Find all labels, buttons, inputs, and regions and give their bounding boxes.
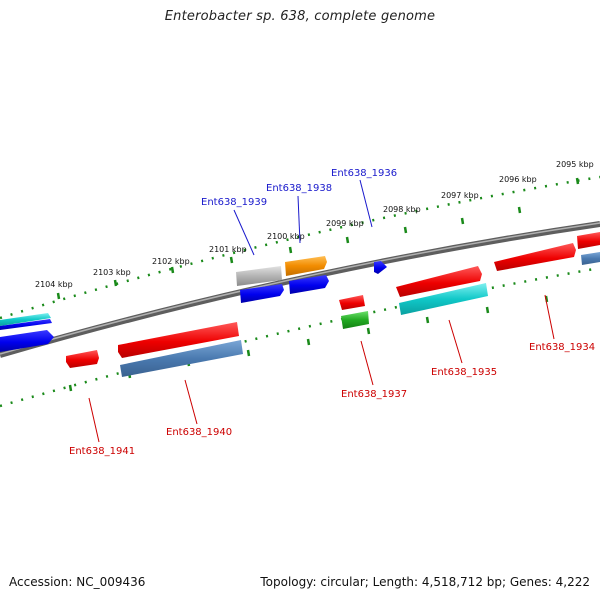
tick-label: 2103 kbp — [93, 268, 131, 277]
gene-feature-gray[interactable] — [236, 266, 282, 286]
gene-labels-top: Ent638_1939 Ent638_1938 Ent638_1936 — [201, 168, 397, 208]
ruler-outer — [0, 175, 600, 320]
gene-feature-blue[interactable] — [374, 261, 387, 274]
gene-label[interactable]: Ent638_1938 — [266, 183, 332, 194]
gene-feature-cyan[interactable] — [0, 313, 51, 326]
gene-feature-steelblue[interactable] — [120, 340, 243, 377]
gene-label[interactable]: Ent638_1941 — [69, 446, 135, 457]
tick-label: 2102 kbp — [152, 257, 190, 266]
gene-feature-blue[interactable] — [240, 284, 284, 303]
gene-label[interactable]: Ent638_1936 — [331, 168, 397, 179]
tick-label: 2097 kbp — [441, 191, 479, 200]
leader-lines-top — [233, 179, 373, 256]
gene-feature-red[interactable] — [66, 350, 99, 368]
ruler-major-ticks — [56, 177, 580, 300]
gene-feature-red[interactable] — [577, 232, 600, 249]
gene-labels-bottom: Ent638_1941 Ent638_1940 Ent638_1937 Ent6… — [69, 342, 595, 457]
gene-feature-blue[interactable] — [0, 319, 52, 330]
tick-label: 2096 kbp — [499, 175, 537, 184]
tick-label: 2095 kbp — [556, 160, 594, 169]
gene-feature-red[interactable] — [339, 295, 365, 310]
gene-label[interactable]: Ent638_1935 — [431, 367, 497, 378]
gene-feature-steelblue[interactable] — [581, 252, 600, 265]
accession-label: Accession: NC_009436 — [9, 575, 146, 589]
tick-label: 2098 kbp — [383, 205, 421, 214]
gene-feature-cyan[interactable] — [399, 283, 488, 315]
ruler-tick-labels: 2104 kbp 2103 kbp 2102 kbp 2101 kbp 2100… — [35, 160, 594, 289]
genome-summary: Topology: circular; Length: 4,518,712 bp… — [260, 575, 590, 589]
gene-feature-blue[interactable] — [0, 330, 54, 352]
gene-label[interactable]: Ent638_1940 — [166, 427, 232, 438]
gene-feature-blue[interactable] — [289, 275, 329, 294]
gene-label[interactable]: Ent638_1934 — [529, 342, 595, 353]
gene-label[interactable]: Ent638_1937 — [341, 389, 407, 400]
gene-feature-red[interactable] — [396, 266, 482, 297]
genome-title: Enterobacter sp. 638, complete genome — [164, 9, 436, 24]
gene-feature-green[interactable] — [341, 311, 369, 329]
tick-label: 2100 kbp — [267, 232, 305, 241]
genome-backbone — [0, 221, 600, 358]
gene-feature-orange[interactable] — [285, 256, 327, 276]
gene-label[interactable]: Ent638_1939 — [201, 197, 267, 208]
forward-strand-features — [0, 232, 600, 330]
tick-label: 2104 kbp — [35, 280, 73, 289]
reverse-strand-features — [0, 243, 576, 377]
ruler-inner — [0, 266, 600, 408]
gene-feature-red[interactable] — [494, 243, 576, 271]
gene-feature-red[interactable] — [118, 322, 239, 358]
leader-lines-bottom — [88, 294, 555, 443]
tick-label: 2099 kbp — [326, 219, 364, 228]
tick-label: 2101 kbp — [209, 245, 247, 254]
